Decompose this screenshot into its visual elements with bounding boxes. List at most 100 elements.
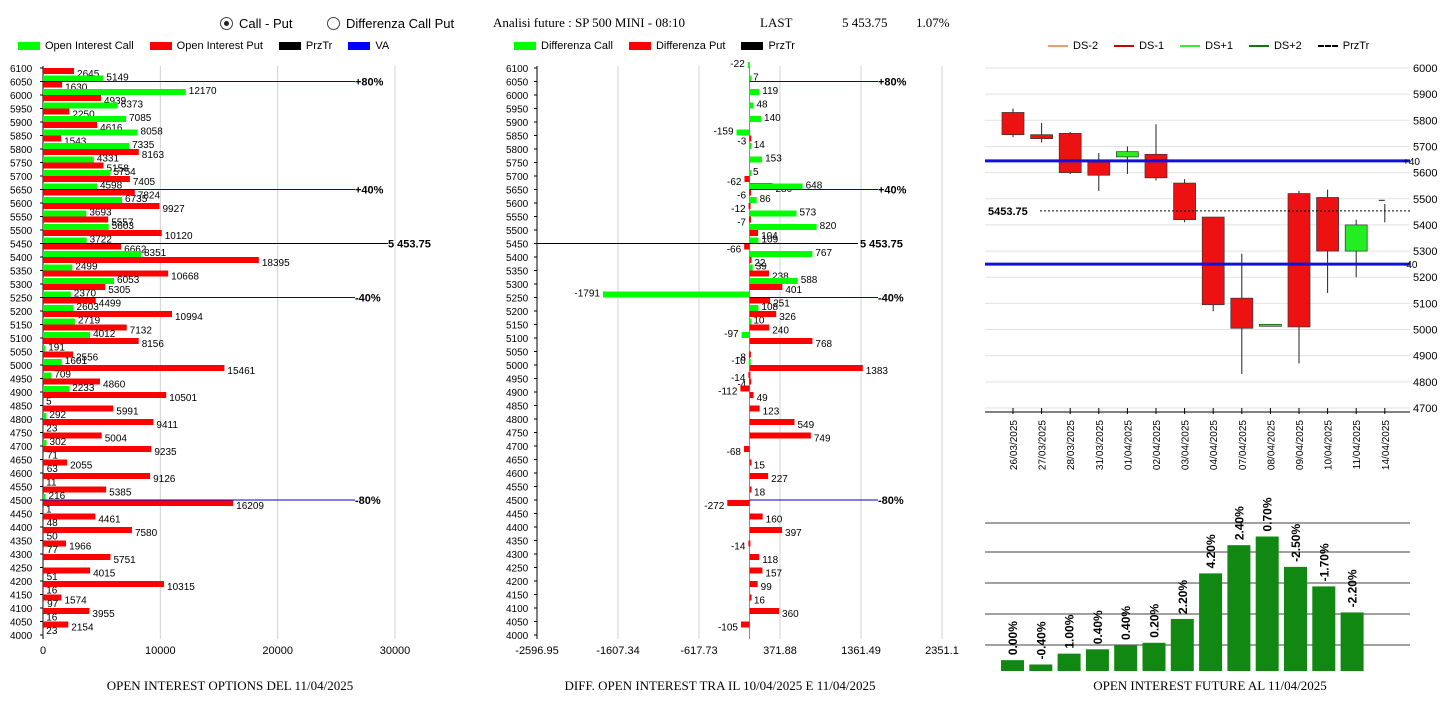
left-put-value: 6662	[124, 245, 147, 256]
legend-left-item: Open Interest Call	[18, 40, 134, 52]
mid-put-bar	[727, 500, 750, 506]
legend-label: DS+2	[1273, 40, 1302, 52]
left-put-value: 1574	[64, 596, 87, 607]
mid-put-bar	[749, 297, 771, 304]
left-call-value: 292	[49, 410, 66, 421]
candle-up	[1116, 151, 1139, 158]
mid-put-value: 768	[815, 339, 832, 350]
mid-put-bar	[749, 270, 770, 277]
left-put-value: 1966	[69, 542, 92, 553]
candle-down	[1087, 161, 1111, 176]
left-put-bar	[43, 419, 154, 425]
left-put-bar	[43, 594, 62, 601]
mid-put-bar	[749, 513, 763, 520]
left-put-bar	[43, 500, 234, 506]
mid-strike-label: 4350	[506, 537, 529, 548]
left-call-value: 4598	[100, 181, 123, 192]
left-call-value: 302	[50, 437, 67, 448]
left-x-tick: 30000	[380, 645, 411, 657]
future-bar-label: 0.00%	[1006, 621, 1020, 655]
candle-date-label: 28/03/2025	[1066, 420, 1077, 470]
future-bar	[1340, 612, 1364, 671]
legend-label: VA	[375, 40, 390, 52]
mid-call-value: 39	[756, 262, 768, 273]
mid-strike-label: 4200	[506, 577, 529, 588]
left-strike-label: 6100	[10, 64, 33, 75]
radio-differenza-label: Differenza Call Put	[346, 16, 455, 31]
left-call-bar	[43, 156, 94, 163]
mid-strike-label: 4050	[506, 618, 529, 629]
left-call-value: 71	[47, 451, 59, 462]
mid-put-bar	[749, 419, 795, 425]
mid-call-bar	[749, 210, 797, 217]
mid-strike-label: 4950	[506, 375, 529, 386]
left-strike-label: 6000	[10, 91, 33, 102]
mid-put-bar	[749, 392, 754, 398]
left-put-value: 7824	[138, 191, 161, 202]
candle-date-label: 26/03/2025	[1009, 420, 1020, 470]
left-strike-label: 4250	[10, 564, 33, 575]
left-call-bar	[43, 332, 91, 338]
mid-put-value: -8	[737, 353, 746, 364]
left-call-value: 5	[46, 397, 52, 408]
mid-put-value: 99	[761, 582, 773, 593]
future-bar	[1142, 642, 1166, 671]
left-x-tick: 10000	[145, 645, 176, 657]
left-strike-label: 4350	[10, 537, 33, 548]
future-bar-label: 1.00%	[1063, 614, 1077, 648]
left-put-bar	[43, 135, 62, 142]
left-put-bar	[43, 567, 91, 574]
left-put-value: 9126	[153, 474, 176, 485]
left-put-bar	[43, 324, 127, 331]
mid-strike-label: 4850	[506, 402, 529, 413]
left-strike-label: 4650	[10, 456, 33, 467]
left-put-value: 7580	[135, 528, 158, 539]
mid-strike-label: 4900	[506, 388, 529, 399]
last-label: LAST	[760, 15, 793, 30]
mid-put-bar	[749, 554, 760, 560]
left-strike-label: 5550	[10, 213, 33, 224]
candle-down	[1173, 182, 1196, 221]
mid-call-value: -97	[724, 329, 739, 340]
mid-put-value: -66	[727, 245, 742, 256]
mid-strike-label: 4150	[506, 591, 529, 602]
left-call-bar	[43, 224, 109, 230]
radio-differenza[interactable]: Differenza Call Put	[327, 16, 454, 31]
mid-call-value: 10	[753, 316, 765, 327]
legend-left-item: Open Interest Put	[149, 40, 263, 52]
mid-put-value: -4	[737, 380, 746, 391]
mid-call-value: 86	[760, 194, 772, 205]
left-put-bar	[43, 581, 165, 587]
candle-date-label: 27/03/2025	[1038, 420, 1049, 470]
legend-swatch	[514, 42, 536, 50]
legend-swatch	[741, 42, 764, 50]
mid-strike-label: 5950	[506, 105, 529, 116]
legend-label: Differenza Call	[541, 40, 613, 52]
left-put-bar	[43, 284, 106, 290]
left-put-value: 7132	[130, 326, 153, 337]
left-call-bar	[43, 534, 44, 541]
left-call-value: 709	[54, 370, 71, 381]
left-put-bar	[43, 621, 69, 628]
mid-put-bar	[749, 486, 752, 493]
left-call-value: 63	[47, 464, 59, 475]
mid-x-tick: -617.73	[680, 645, 717, 657]
left-put-bar	[43, 108, 70, 115]
candle-y-tick: 4900	[1413, 351, 1437, 363]
radio-call-put[interactable]: Call - Put	[220, 16, 292, 31]
mid-put-value: 18	[754, 488, 766, 499]
left-put-value: 7405	[133, 177, 156, 188]
mid-put-bar	[749, 608, 780, 614]
legend-label: Differenza Put	[655, 40, 726, 52]
left-call-value: 8351	[144, 248, 167, 259]
left-strike-label: 5250	[10, 294, 33, 305]
mid-put-bar	[748, 203, 751, 209]
mid-va-label: +80%	[878, 77, 907, 89]
mid-strike-label: 6000	[506, 91, 529, 102]
mid-strike-label: 5100	[506, 334, 529, 345]
mid-call-value: -1791	[574, 289, 600, 300]
mid-call-bar	[749, 305, 759, 311]
mid-strike-label: 5700	[506, 172, 529, 183]
left-strike-label: 4850	[10, 402, 33, 413]
mid-put-value: 240	[772, 326, 789, 337]
